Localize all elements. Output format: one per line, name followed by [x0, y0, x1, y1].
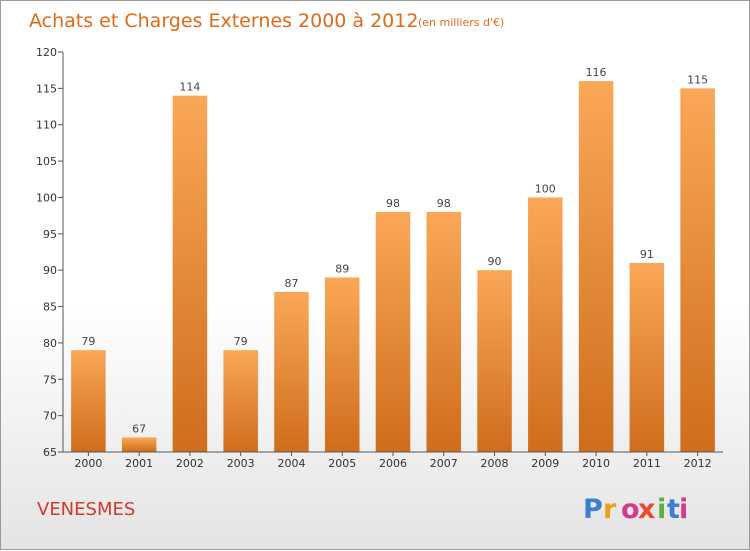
bar-2005 [324, 277, 360, 452]
bar-2006 [375, 212, 411, 452]
x-tick-label-2006: 2006 [379, 457, 407, 470]
y-tick-label: 75 [43, 373, 57, 386]
y-tick-label: 90 [43, 264, 57, 277]
x-tick-label-2001: 2001 [125, 457, 153, 470]
logo-letter: P [583, 494, 603, 525]
x-tick-label-2012: 2012 [684, 457, 712, 470]
x-tick-label-2000: 2000 [74, 457, 102, 470]
y-tick-label: 70 [43, 410, 57, 423]
value-label-2012: 115 [687, 73, 708, 86]
value-label-2008: 90 [488, 255, 502, 268]
x-tick-label-2005: 2005 [328, 457, 356, 470]
y-tick-label: 105 [36, 155, 57, 168]
logo-letter: i [657, 494, 666, 525]
value-label-2007: 98 [437, 197, 451, 210]
y-tick-label: 95 [43, 228, 57, 241]
value-label-2003: 79 [234, 335, 248, 348]
value-label-2010: 116 [586, 66, 607, 79]
x-tick-label-2010: 2010 [582, 457, 610, 470]
value-label-2001: 67 [132, 422, 146, 435]
logo-letter: o [621, 494, 640, 525]
bar-2008 [477, 270, 512, 452]
x-tick-label-2008: 2008 [481, 457, 509, 470]
logo-letter: t [667, 494, 680, 525]
x-axis: 2000 2001 2002 2003 2004 2005 2006 2007 2008 2009… [63, 451, 723, 470]
value-label-2011: 91 [640, 248, 654, 261]
y-tick-label: 110 [36, 119, 57, 132]
bar-2003 [223, 350, 258, 452]
value-label-2005: 89 [335, 262, 349, 275]
x-tick-label-2004: 2004 [277, 457, 305, 470]
bar-2004 [274, 292, 309, 452]
value-label-2009: 100 [535, 182, 556, 195]
value-label-2004: 87 [284, 277, 298, 290]
bar-2009 [528, 197, 563, 452]
x-tick-label-2002: 2002 [176, 457, 204, 470]
y-tick-label: 115 [36, 82, 57, 95]
logo-letter: r [603, 494, 617, 525]
y-tick-label: 80 [43, 337, 57, 350]
logo-letter: i [679, 494, 688, 525]
y-tick-label: 100 [36, 191, 57, 204]
bar-2007 [426, 212, 462, 452]
x-tick-label-2009: 2009 [531, 457, 559, 470]
x-tick-label-2007: 2007 [430, 457, 458, 470]
y-tick-label: 85 [43, 301, 57, 314]
bar-2010 [578, 81, 614, 452]
bar-2002 [172, 95, 208, 453]
value-label-2000: 79 [81, 335, 95, 348]
chart-title: Achats et Charges Externes 2000 à 2012 [29, 10, 418, 32]
place-name: VENESMES [37, 499, 135, 520]
bar-2000 [71, 350, 106, 452]
bar-2011 [629, 262, 665, 452]
x-tick-label-2003: 2003 [227, 457, 255, 470]
chart-subtitle: (en milliers d'€) [418, 16, 504, 29]
value-label-2006: 98 [386, 197, 400, 210]
y-tick-label: 65 [43, 446, 57, 459]
bars: 79 67 114 79 87 89 98 98 90 100 116 91 115 [71, 66, 715, 453]
bar-2001 [121, 437, 157, 452]
value-label-2002: 114 [179, 81, 200, 94]
y-tick-label: 120 [36, 46, 57, 59]
logo-letter: x [638, 494, 655, 525]
bar-2012 [680, 88, 715, 452]
x-tick-label-2011: 2011 [633, 457, 661, 470]
y-axis: 65 70 75 80 85 90 95 100 105 110 115 120 [36, 46, 64, 459]
